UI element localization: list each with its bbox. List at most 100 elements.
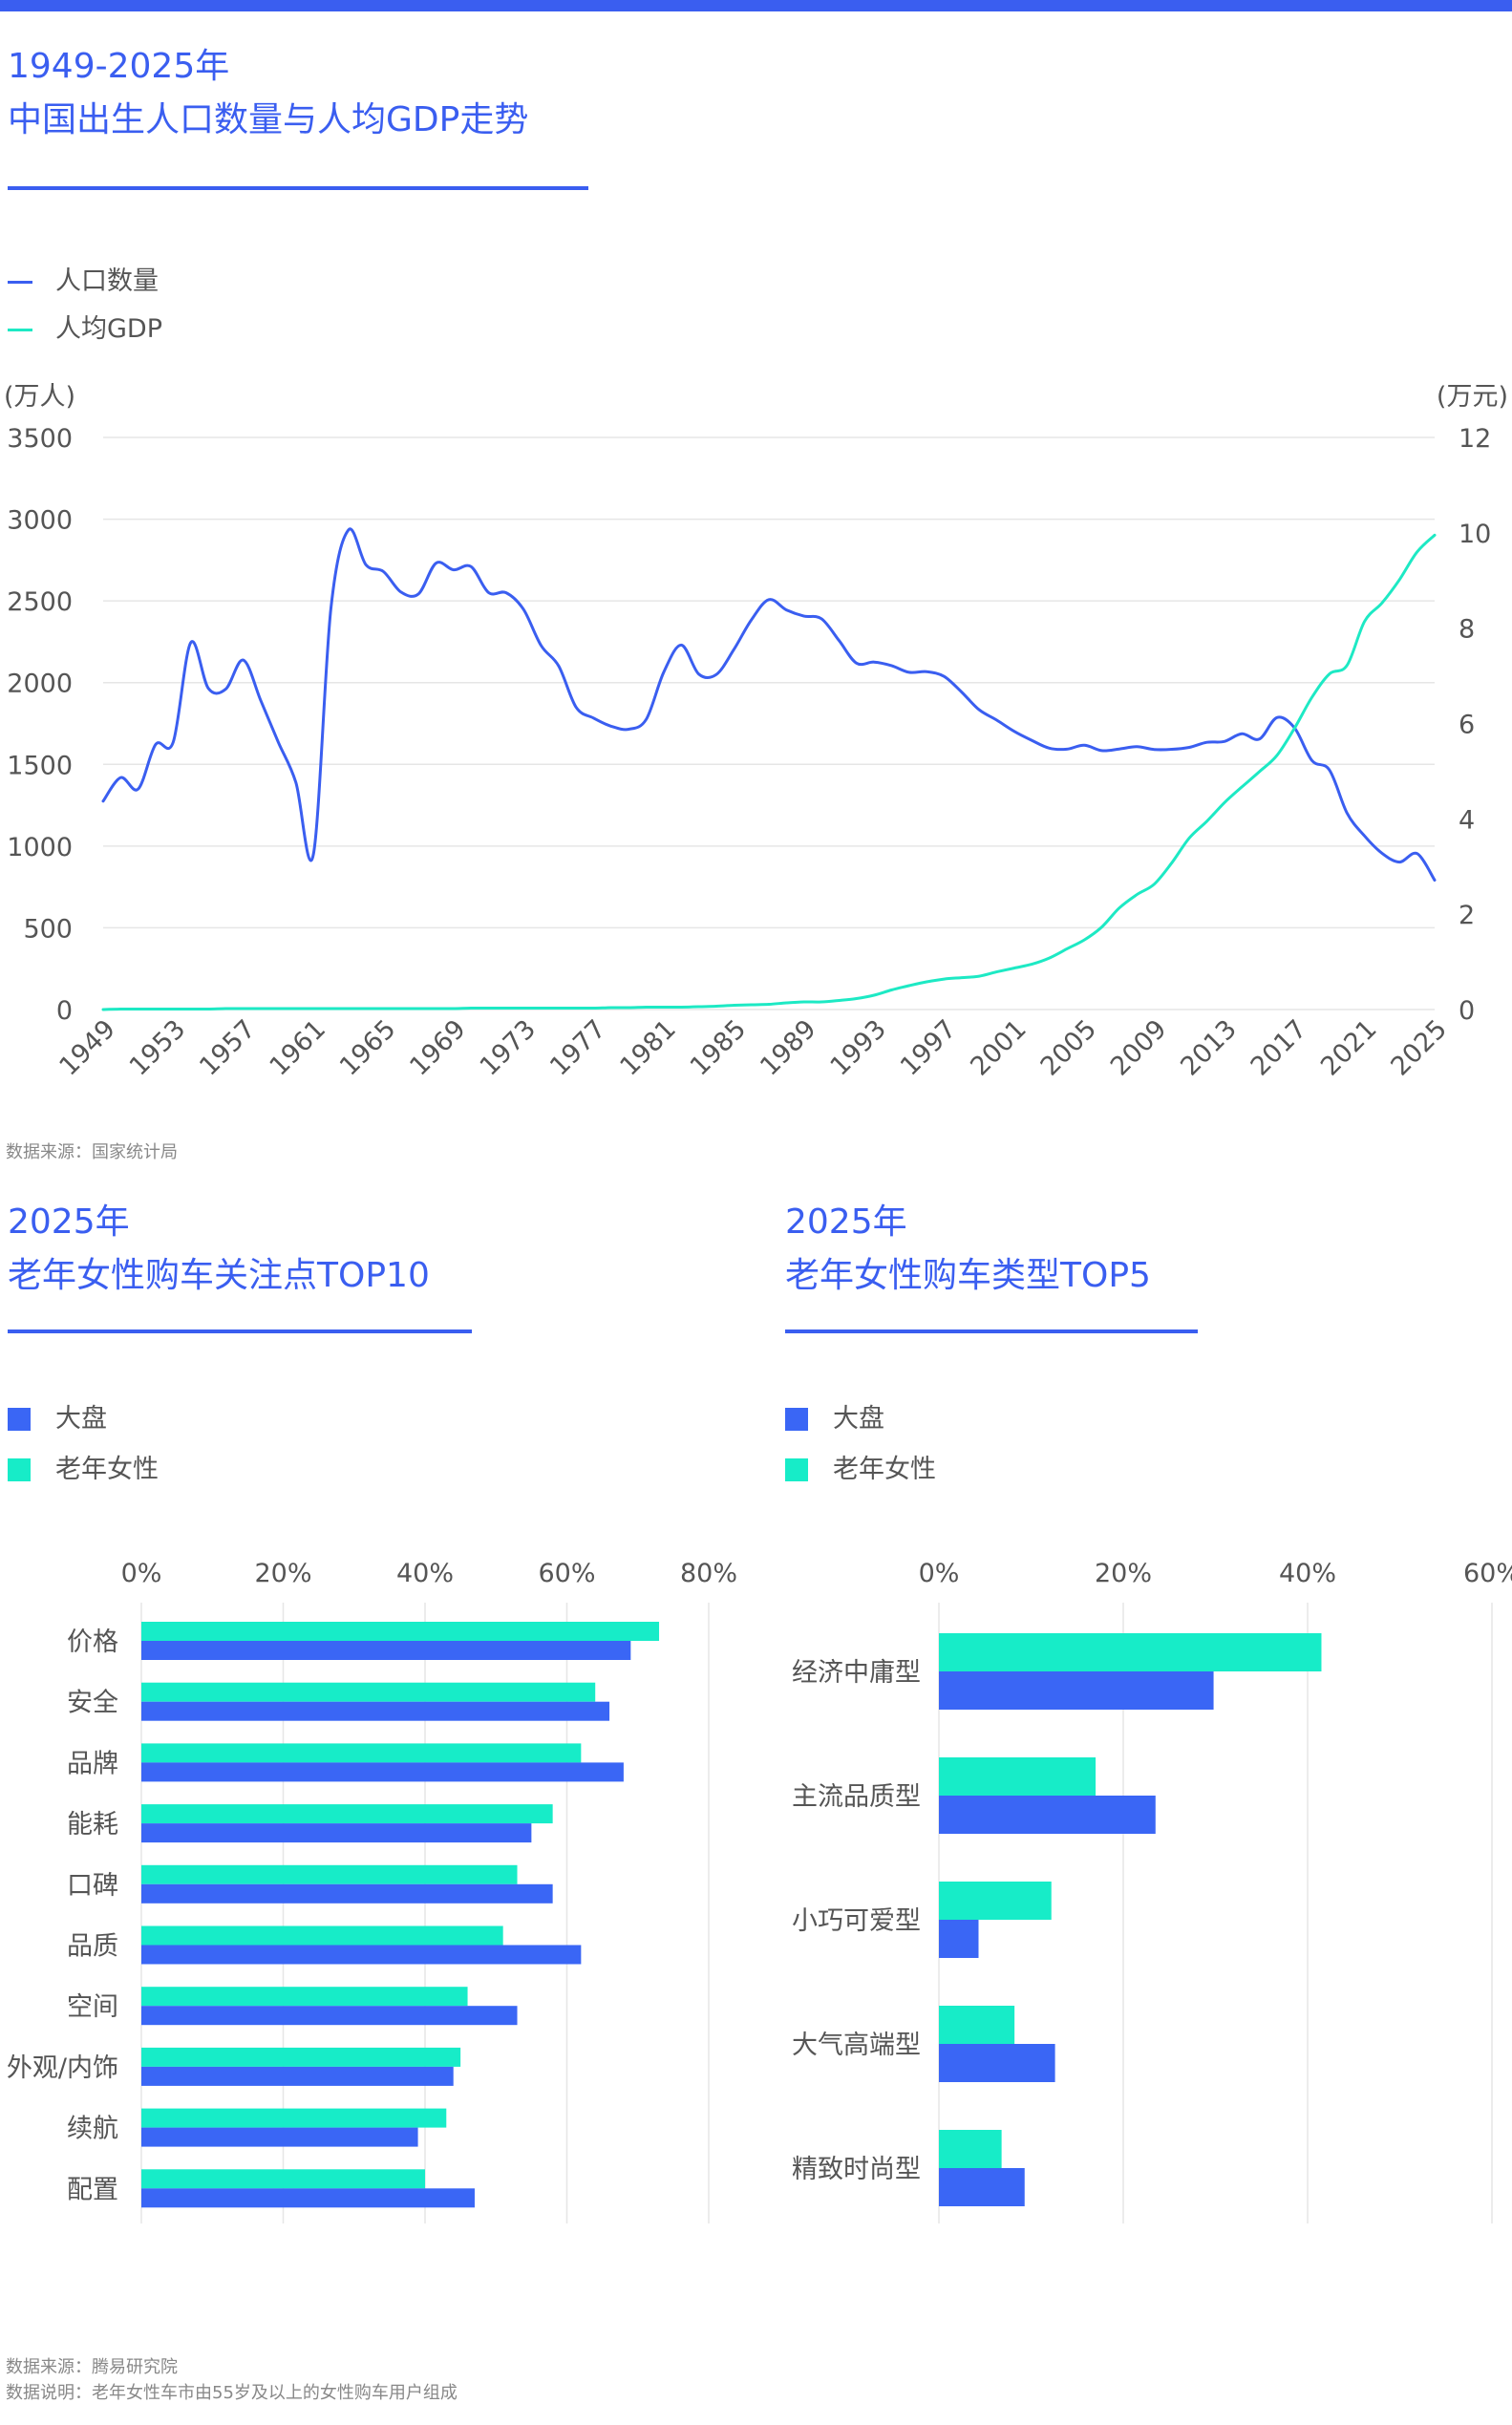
footer-note: 数据说明：老年女性车市由55岁及以上的女性购车用户组成 — [6, 2383, 458, 2403]
left-bar-title-line1: 2025年 — [8, 1202, 130, 1242]
x-tick-label: 1985 — [685, 1014, 753, 1082]
bar-elderly — [141, 1925, 503, 1946]
line-chart-title: 1949-2025年 中国出生人口数量与人均GDP走势 — [8, 40, 528, 147]
right-overall-swatch — [785, 1408, 808, 1431]
x-tick-label: 2025 — [1385, 1014, 1453, 1082]
y-right-tick-label: 4 — [1459, 805, 1475, 835]
category-label: 能耗 — [67, 1810, 118, 1840]
x-tick-label: 1993 — [824, 1014, 892, 1082]
x-tick-label: 20% — [254, 1559, 311, 1588]
bar-elderly — [141, 2108, 447, 2128]
bar-overall — [141, 1945, 582, 1965]
bar-overall — [141, 1883, 553, 1904]
bar-overall — [939, 1920, 979, 1958]
bar-elderly — [939, 1757, 1097, 1796]
x-tick-label: 40% — [1279, 1559, 1336, 1588]
x-tick-label: 60% — [538, 1559, 595, 1588]
x-tick-label: 1973 — [475, 1014, 543, 1082]
bar-overall — [939, 1671, 1214, 1710]
bar-overall — [141, 1701, 610, 1721]
x-tick-label: 0% — [919, 1559, 960, 1588]
bar-overall — [939, 1796, 1156, 1834]
left-bar-legend: 大盘 老年女性 — [8, 1400, 390, 1496]
x-tick-label: 2017 — [1246, 1014, 1313, 1082]
bar-elderly — [141, 1743, 582, 1763]
y-right-unit-label: (万元) — [1437, 382, 1508, 412]
category-label: 空间 — [67, 1992, 118, 2022]
y-left-tick-label: 1500 — [7, 751, 73, 780]
right-bar-legend: 大盘 老年女性 — [785, 1400, 1167, 1496]
y-left-tick-label: 2500 — [7, 587, 73, 617]
y-right-tick-label: 0 — [1459, 996, 1475, 1026]
y-left-unit-label: (万人) — [4, 382, 75, 412]
right-legend-overall-label: 大盘 — [833, 1404, 884, 1434]
y-right-tick-label: 12 — [1459, 424, 1491, 454]
bar-overall — [141, 2188, 475, 2208]
bar-overall — [939, 2044, 1055, 2082]
bar-elderly — [141, 2169, 425, 2189]
x-tick-label: 1989 — [755, 1014, 822, 1082]
y-left-tick-label: 3500 — [7, 424, 73, 454]
bar-overall — [141, 1762, 624, 1782]
category-label: 配置 — [67, 2175, 118, 2204]
right-bar-title-line2: 老年女性购车类型TOP5 — [785, 1256, 1151, 1295]
x-tick-label: 0% — [121, 1559, 162, 1588]
gdp-series-line — [101, 533, 1437, 1011]
x-tick-label: 1953 — [124, 1014, 192, 1082]
bar-elderly — [939, 1882, 1052, 1920]
line-chart-source: 数据来源：国家统计局 — [6, 1142, 178, 1162]
x-tick-label: 1977 — [544, 1014, 612, 1082]
x-tick-label: 60% — [1463, 1559, 1512, 1588]
category-label: 小巧可爱型 — [792, 1906, 921, 1936]
y-right-tick-label: 10 — [1459, 520, 1491, 549]
x-tick-label: 2001 — [965, 1014, 1033, 1082]
left-legend-elderly-label: 老年女性 — [55, 1455, 159, 1484]
line-chart-title-line1: 1949-2025年 — [8, 47, 230, 86]
bar-elderly — [141, 1864, 518, 1884]
y-left-tick-label: 500 — [23, 914, 73, 944]
x-tick-label: 1957 — [194, 1014, 262, 1082]
category-label: 经济中庸型 — [792, 1658, 921, 1688]
category-label: 口碑 — [67, 1871, 118, 1901]
right-legend-elderly-label: 老年女性 — [833, 1455, 936, 1484]
population-swatch — [8, 281, 32, 284]
category-label: 主流品质型 — [792, 1782, 921, 1812]
x-tick-label: 2005 — [1035, 1014, 1103, 1082]
line-chart-title-line2: 中国出生人口数量与人均GDP走势 — [8, 100, 529, 139]
x-tick-label: 2013 — [1175, 1014, 1243, 1082]
bar-overall — [141, 2066, 454, 2086]
y-left-tick-label: 0 — [56, 996, 73, 1026]
bar-overall — [141, 2006, 518, 2026]
x-tick-label: 1961 — [265, 1014, 332, 1082]
legend-population-label: 人口数量 — [55, 266, 159, 296]
x-tick-label: 1981 — [614, 1014, 682, 1082]
x-tick-label: 2009 — [1105, 1014, 1173, 1082]
line-chart-legend: 人口数量 人均GDP — [8, 263, 390, 349]
bar-overall — [939, 2168, 1025, 2206]
legend-gdp-label: 人均GDP — [55, 314, 162, 344]
line-chart: (万人) (万元) 3500 3000 2500 2000 1500 1000 500 0 12 10… — [4, 382, 1508, 1082]
category-label: 价格 — [67, 1627, 118, 1657]
footer-source: 数据来源：腾易研究院 — [6, 2357, 178, 2377]
y-right-tick-label: 6 — [1459, 711, 1475, 740]
bar-overall — [141, 1641, 631, 1660]
y-left-tick-label: 2000 — [7, 670, 73, 699]
y-right-tick-label: 2 — [1459, 901, 1475, 930]
bar-elderly — [939, 2130, 1002, 2168]
category-label: 精致时尚型 — [792, 2155, 921, 2184]
left-elderly-swatch — [8, 1458, 31, 1481]
right-bar-title-underline — [785, 1329, 1198, 1333]
left-bar-title-line2: 老年女性购车关注点TOP10 — [8, 1256, 430, 1295]
x-tick-label: 1965 — [334, 1014, 402, 1082]
category-label: 大气高端型 — [792, 2031, 921, 2060]
x-tick-label: 1969 — [404, 1014, 472, 1082]
x-tick-label: 80% — [680, 1559, 737, 1588]
bar-overall — [141, 1823, 532, 1843]
bar-elderly — [141, 1682, 596, 1702]
bar-elderly — [939, 2006, 1015, 2044]
top-accent-bar — [0, 0, 1512, 11]
line-chart-title-underline — [8, 186, 588, 190]
category-label: 安全 — [67, 1689, 118, 1718]
